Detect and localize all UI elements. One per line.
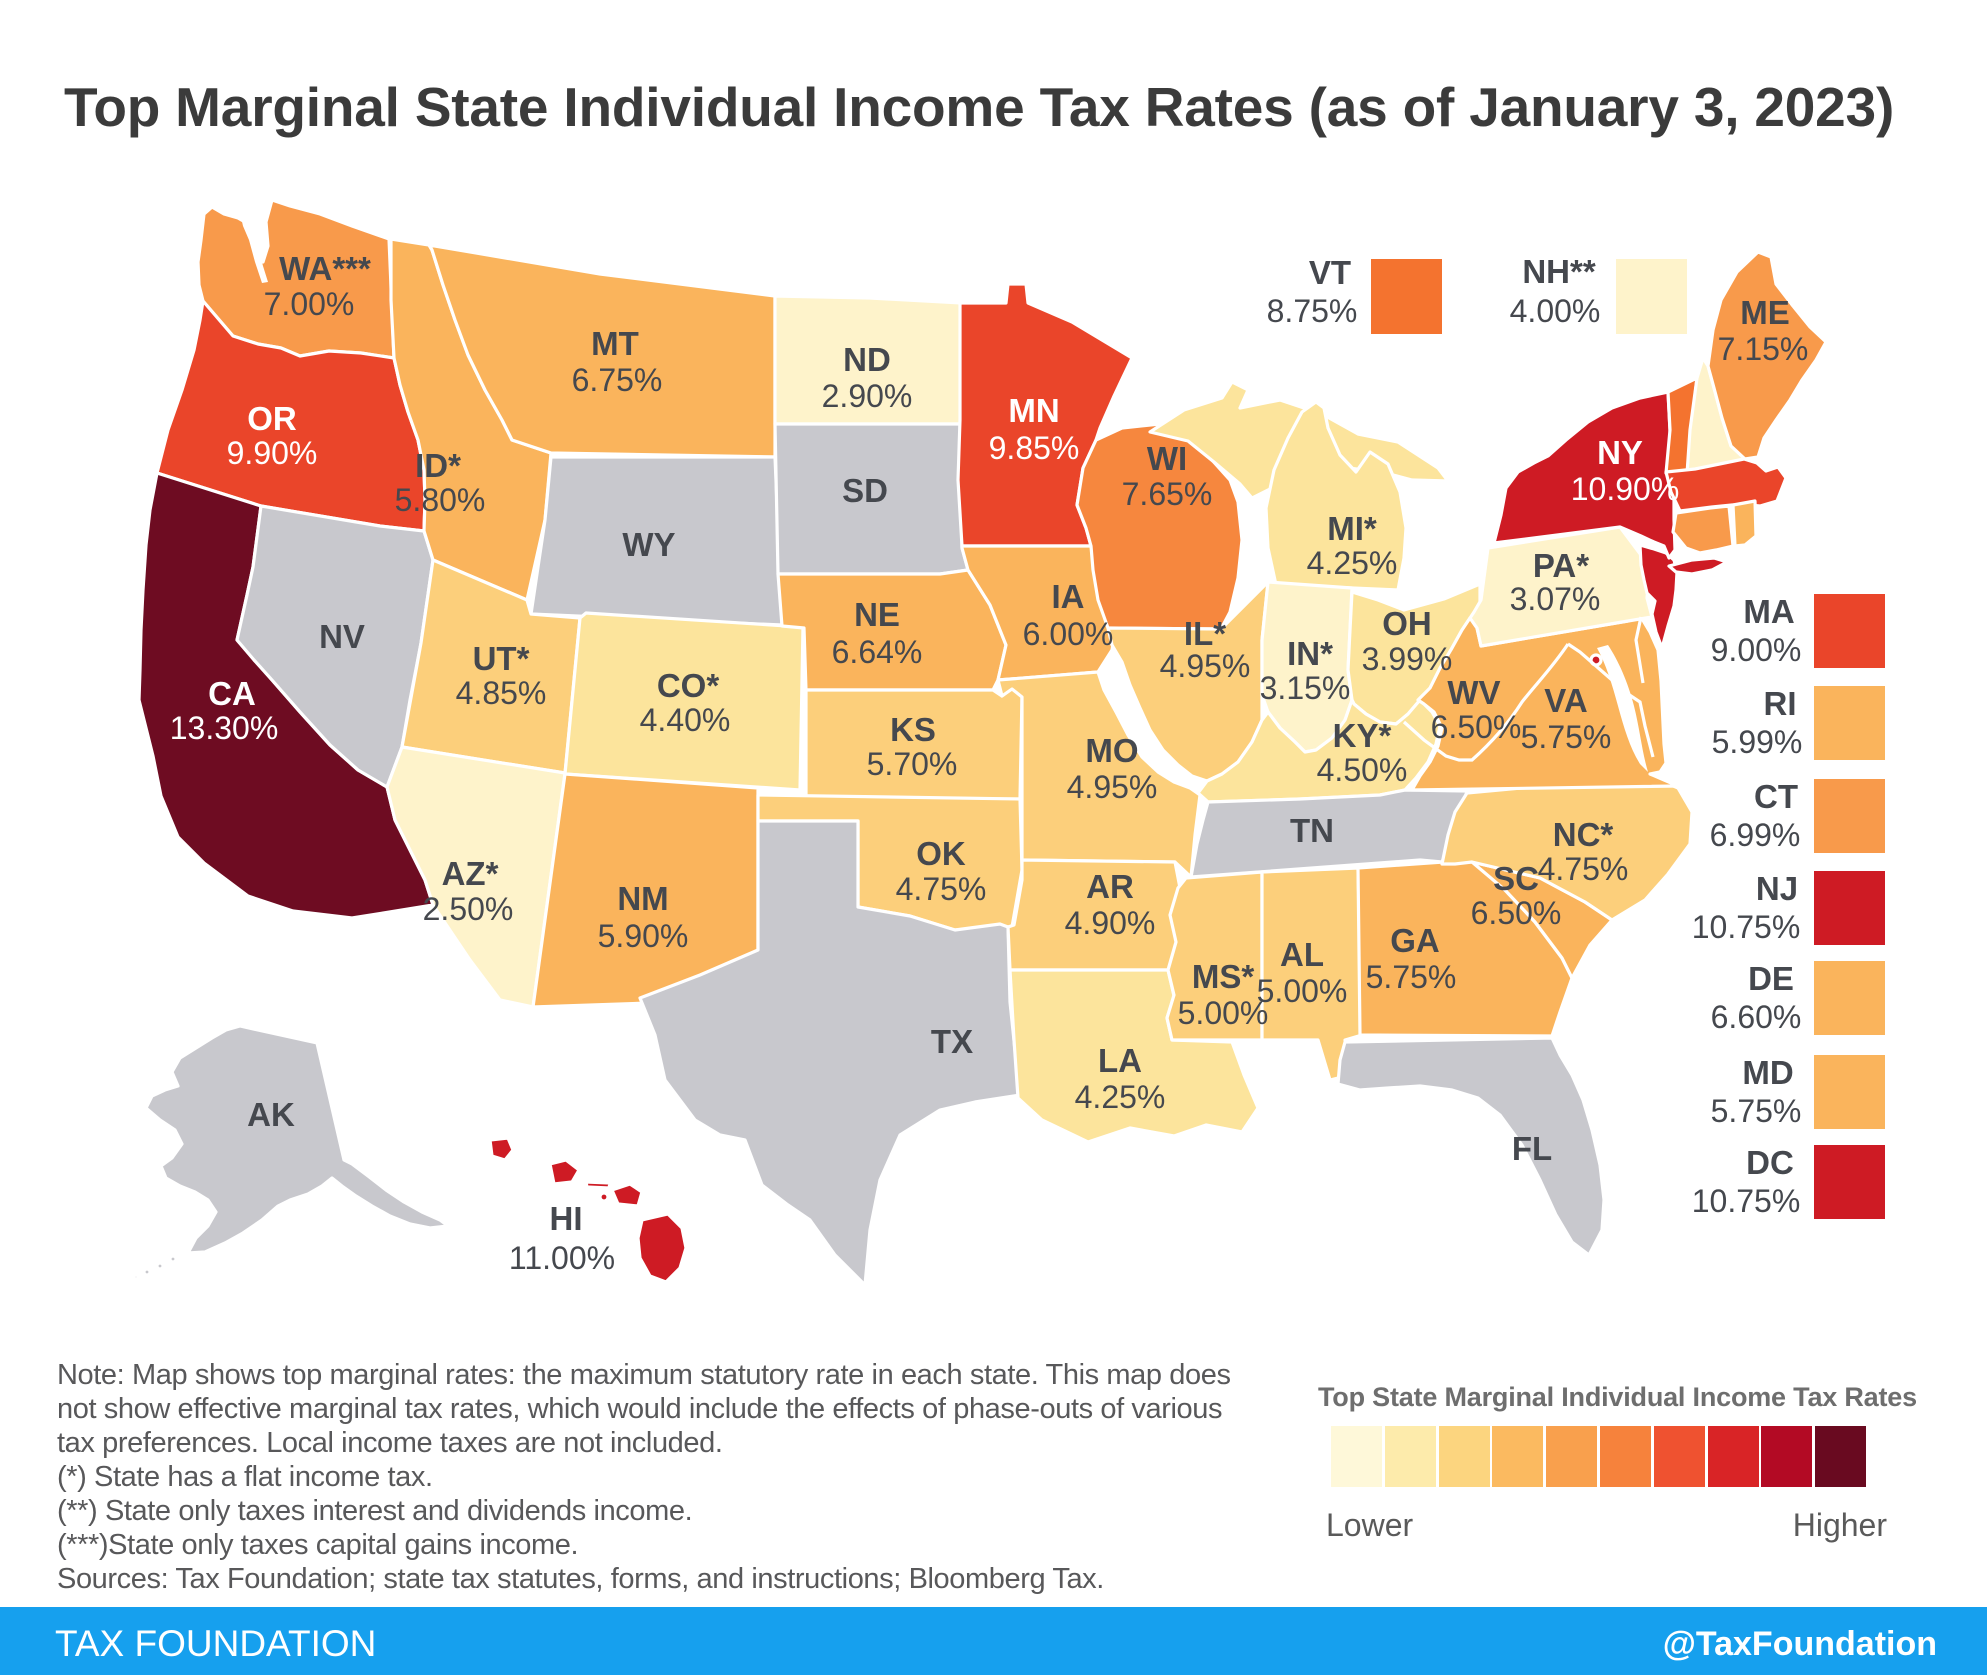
svg-text:RI: RI xyxy=(1764,685,1797,722)
svg-text:9.85%: 9.85% xyxy=(989,430,1080,466)
svg-text:AK: AK xyxy=(247,1096,295,1133)
svg-text:MI*: MI* xyxy=(1327,510,1377,547)
svg-text:6.50%: 6.50% xyxy=(1471,895,1562,931)
svg-text:ID*: ID* xyxy=(415,447,461,484)
svg-text:SC: SC xyxy=(1493,860,1539,897)
svg-text:4.95%: 4.95% xyxy=(1067,769,1158,805)
svg-text:2.50%: 2.50% xyxy=(423,891,514,927)
svg-text:OK: OK xyxy=(916,835,966,872)
svg-text:4.85%: 4.85% xyxy=(456,675,547,711)
svg-text:5.00%: 5.00% xyxy=(1257,973,1348,1009)
svg-text:7.65%: 7.65% xyxy=(1122,476,1213,512)
svg-text:5.90%: 5.90% xyxy=(598,918,689,954)
svg-text:NM: NM xyxy=(617,880,668,917)
svg-text:NV: NV xyxy=(319,618,365,655)
svg-text:10.75%: 10.75% xyxy=(1692,1183,1801,1219)
svg-text:IA: IA xyxy=(1052,578,1085,615)
svg-text:CO*: CO* xyxy=(657,667,720,704)
svg-text:DE: DE xyxy=(1748,960,1794,997)
svg-text:4.95%: 4.95% xyxy=(1160,648,1251,684)
svg-text:CA: CA xyxy=(208,675,256,712)
svg-text:ND: ND xyxy=(843,341,891,378)
svg-text:AL: AL xyxy=(1280,936,1324,973)
svg-text:DC: DC xyxy=(1746,1144,1794,1181)
svg-text:TN: TN xyxy=(1290,812,1334,849)
svg-text:AR: AR xyxy=(1086,868,1134,905)
svg-text:4.75%: 4.75% xyxy=(1538,851,1629,887)
svg-text:PA*: PA* xyxy=(1533,547,1589,584)
svg-text:13.30%: 13.30% xyxy=(170,710,279,746)
svg-text:5.00%: 5.00% xyxy=(1178,995,1269,1031)
svg-text:3.15%: 3.15% xyxy=(1260,670,1351,706)
svg-text:3.07%: 3.07% xyxy=(1510,581,1601,617)
svg-text:LA: LA xyxy=(1098,1042,1142,1079)
svg-text:WI: WI xyxy=(1147,440,1187,477)
svg-text:6.99%: 6.99% xyxy=(1710,817,1801,853)
svg-text:5.99%: 5.99% xyxy=(1712,724,1803,760)
svg-text:MS*: MS* xyxy=(1192,958,1255,995)
svg-text:MN: MN xyxy=(1008,392,1059,429)
svg-text:IN*: IN* xyxy=(1287,635,1333,672)
svg-text:3.99%: 3.99% xyxy=(1362,641,1453,677)
svg-text:OH: OH xyxy=(1382,605,1432,642)
svg-text:10.75%: 10.75% xyxy=(1692,909,1801,945)
svg-text:4.25%: 4.25% xyxy=(1075,1079,1166,1115)
svg-text:7.15%: 7.15% xyxy=(1718,331,1809,367)
svg-text:4.50%: 4.50% xyxy=(1317,752,1408,788)
svg-text:KS: KS xyxy=(890,711,936,748)
svg-text:2.90%: 2.90% xyxy=(822,378,913,414)
svg-text:NJ: NJ xyxy=(1756,870,1798,907)
svg-text:5.75%: 5.75% xyxy=(1366,959,1457,995)
svg-text:NE: NE xyxy=(854,596,900,633)
svg-text:NH**: NH** xyxy=(1522,253,1596,290)
svg-text:UT*: UT* xyxy=(473,640,530,677)
svg-text:NY: NY xyxy=(1597,434,1643,471)
svg-text:WV: WV xyxy=(1447,674,1500,711)
svg-text:6.75%: 6.75% xyxy=(572,362,663,398)
svg-text:WY: WY xyxy=(622,526,675,563)
svg-text:6.00%: 6.00% xyxy=(1023,616,1114,652)
svg-text:7.00%: 7.00% xyxy=(264,286,355,322)
svg-text:10.90%: 10.90% xyxy=(1571,471,1680,507)
svg-text:6.64%: 6.64% xyxy=(832,634,923,670)
svg-text:6.50%: 6.50% xyxy=(1431,709,1522,745)
svg-text:5.70%: 5.70% xyxy=(867,746,958,782)
svg-text:CT: CT xyxy=(1754,778,1798,815)
svg-text:NC*: NC* xyxy=(1553,816,1614,853)
svg-text:4.00%: 4.00% xyxy=(1510,293,1601,329)
svg-text:9.90%: 9.90% xyxy=(227,435,318,471)
svg-text:IL*: IL* xyxy=(1184,615,1226,652)
svg-text:SD: SD xyxy=(842,472,888,509)
svg-text:5.75%: 5.75% xyxy=(1711,1093,1802,1129)
svg-text:MD: MD xyxy=(1742,1054,1793,1091)
svg-text:OR: OR xyxy=(247,400,297,437)
svg-text:VA: VA xyxy=(1544,682,1587,719)
svg-text:KY*: KY* xyxy=(1333,717,1392,754)
svg-text:ME: ME xyxy=(1740,294,1790,331)
svg-text:HI: HI xyxy=(550,1200,583,1237)
svg-text:11.00%: 11.00% xyxy=(509,1240,615,1276)
svg-text:8.75%: 8.75% xyxy=(1267,293,1358,329)
svg-text:MT: MT xyxy=(591,325,639,362)
svg-text:4.90%: 4.90% xyxy=(1065,905,1156,941)
svg-text:FL: FL xyxy=(1512,1130,1552,1167)
svg-text:VT: VT xyxy=(1309,254,1351,291)
svg-text:5.80%: 5.80% xyxy=(395,482,486,518)
svg-text:6.60%: 6.60% xyxy=(1711,999,1802,1035)
svg-text:WA***: WA*** xyxy=(279,250,371,287)
svg-text:AZ*: AZ* xyxy=(442,855,499,892)
svg-text:4.25%: 4.25% xyxy=(1307,545,1398,581)
svg-text:GA: GA xyxy=(1390,922,1440,959)
svg-text:TX: TX xyxy=(931,1023,973,1060)
svg-text:4.40%: 4.40% xyxy=(640,702,731,738)
svg-text:4.75%: 4.75% xyxy=(896,871,987,907)
svg-text:9.00%: 9.00% xyxy=(1711,632,1802,668)
svg-text:5.75%: 5.75% xyxy=(1521,719,1612,755)
svg-text:MO: MO xyxy=(1085,732,1138,769)
svg-text:MA: MA xyxy=(1743,593,1794,630)
